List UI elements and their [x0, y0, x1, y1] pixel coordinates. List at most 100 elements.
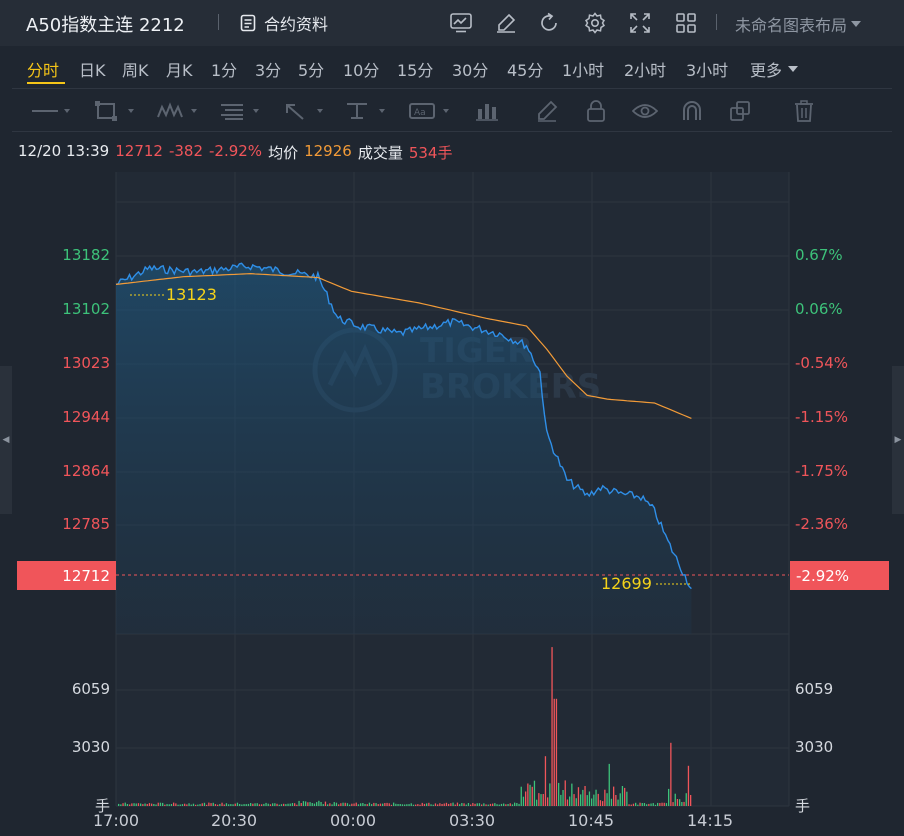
layout-dropdown[interactable]: 未命名图表布局 [735, 12, 862, 36]
tab-period-daily[interactable]: 日K [79, 61, 106, 80]
left-panel-toggle[interactable]: ◀ [0, 366, 12, 514]
pct-axis-label: -0.54% [795, 354, 849, 372]
tab-period-3hour[interactable]: 3小时 [686, 61, 729, 80]
volume-bar [170, 804, 173, 806]
volume-bar [661, 802, 663, 806]
volume-bar [137, 803, 140, 806]
volume-bar [129, 804, 131, 806]
volume-bar [428, 802, 430, 806]
volume-bar [294, 803, 296, 806]
volume-bar [564, 780, 566, 806]
volume-bar [179, 804, 181, 806]
line-tool-icon[interactable] [30, 99, 72, 123]
volume-bar [456, 802, 459, 806]
wave-tool-icon[interactable] [157, 99, 199, 123]
refresh-icon[interactable] [538, 11, 562, 35]
settings-icon[interactable] [583, 11, 607, 35]
tab-period-3min[interactable]: 3分 [255, 61, 282, 80]
trash-icon[interactable] [794, 99, 814, 123]
indicator-icon[interactable] [449, 11, 473, 35]
volume-bar [197, 804, 199, 806]
more-label: 更多 [750, 61, 783, 80]
volume-bar [331, 804, 333, 806]
volume-bar [131, 803, 133, 806]
volume-bar [406, 804, 408, 806]
tab-period-45min[interactable]: 45分 [507, 61, 544, 80]
volume-bar [531, 786, 533, 806]
volume-bar [597, 793, 599, 806]
volume-bar [221, 802, 223, 806]
volume-bar [357, 804, 360, 806]
volume-bar [379, 803, 382, 806]
tab-period-5min[interactable]: 5分 [298, 61, 325, 80]
caret-left-icon: ◀ [2, 435, 10, 445]
measure-tool-icon[interactable] [345, 99, 387, 123]
text-tool-icon[interactable]: Aa [409, 99, 451, 123]
volume-bar [445, 802, 448, 806]
volume-bar [489, 803, 492, 806]
tab-period-1hour[interactable]: 1小时 [562, 61, 605, 80]
volume-bar [571, 783, 573, 806]
volume-bar [628, 804, 630, 806]
volume-bar [441, 804, 443, 806]
volume-bar [575, 798, 577, 806]
volume-bar [566, 799, 569, 806]
tab-period-weekly[interactable]: 周K [122, 61, 149, 80]
volume-bar [591, 798, 593, 806]
contract-info-label: 合约资料 [264, 15, 329, 34]
volume-bar [659, 803, 661, 806]
time-axis-label: 10:45 [568, 811, 615, 830]
volume-bar [432, 804, 434, 806]
pencil-icon[interactable] [536, 99, 558, 123]
tab-period-2hour[interactable]: 2小时 [624, 61, 667, 80]
volume-bar [624, 787, 626, 806]
volume-bar [415, 804, 417, 806]
volume-bar [569, 796, 571, 806]
volume-value: 534手 [408, 144, 453, 162]
volume-bar [496, 804, 498, 806]
volume-bar [186, 804, 188, 806]
contract-info-button[interactable]: 合约资料 [240, 11, 328, 35]
volume-bar [296, 804, 298, 806]
fullscreen-icon[interactable] [628, 11, 652, 35]
volume-bar [397, 804, 399, 806]
right-panel-toggle[interactable]: ▶ [892, 366, 904, 514]
volume-bar [509, 803, 511, 806]
pattern-tool-icon[interactable] [475, 99, 499, 123]
volume-bar [630, 804, 632, 806]
volume-bar [657, 802, 659, 806]
tab-period-分时[interactable]: 分时 [27, 61, 60, 80]
volume-bar [410, 803, 412, 806]
grid-layout-icon[interactable] [674, 11, 698, 35]
magnet-icon[interactable] [681, 99, 703, 123]
volume-bar [505, 804, 507, 806]
volume-bar [430, 804, 432, 806]
eye-icon[interactable] [632, 99, 658, 123]
layout-label: 未命名图表布局 [735, 16, 848, 35]
tab-period-monthly[interactable]: 月K [166, 61, 193, 80]
arrow-tool-icon[interactable] [283, 99, 325, 123]
price-area-fill [116, 263, 692, 634]
tab-period-1min[interactable]: 1分 [211, 61, 238, 80]
volume-bar [329, 803, 331, 806]
drawing-toolbar: Aa [12, 88, 892, 132]
volume-bar [371, 804, 373, 806]
time-axis-label: 14:15 [687, 811, 734, 830]
volume-bar [467, 803, 470, 806]
volume-axis-label: 6059 [71, 680, 110, 698]
lock-icon[interactable] [586, 99, 606, 123]
volume-bar [258, 804, 261, 806]
volume-bar [144, 803, 146, 806]
rectangle-tool-icon[interactable] [94, 99, 136, 123]
duplicate-icon[interactable] [729, 99, 751, 123]
tab-period-30min[interactable]: 30分 [452, 61, 489, 80]
fib-tool-icon[interactable] [219, 99, 261, 123]
volume-bar [668, 788, 670, 806]
more-periods-dropdown[interactable]: 更多 [750, 57, 799, 81]
tab-period-15min[interactable]: 15分 [397, 61, 434, 80]
draw-icon[interactable] [494, 11, 518, 35]
tab-period-10min[interactable]: 10分 [343, 61, 380, 80]
contract-title[interactable]: A50指数主连 2212 [26, 15, 185, 36]
volume-bar [166, 804, 168, 806]
